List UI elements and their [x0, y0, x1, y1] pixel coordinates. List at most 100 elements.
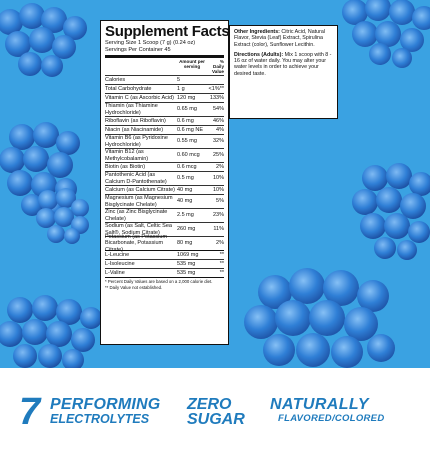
- nutrient-name: Total Carbohydrate: [105, 85, 152, 92]
- nutrient-row: Vitamin B6 (as Pyridoxine Hydrochloride)…: [105, 134, 224, 148]
- nutrient-daily-value: 11%: [213, 226, 224, 233]
- nutrient-row: Total Carbohydrate 1 g <1%**: [105, 84, 224, 93]
- nutrient-amount: 0.65 mg: [177, 106, 197, 113]
- nutrient-row: Zinc (as Zinc Bisglycinate Chelate) 2.5 m…: [105, 208, 224, 222]
- nutrient-daily-value: 4%: [216, 126, 224, 133]
- header-daily-value: % Daily Value: [211, 59, 224, 74]
- ingredients-panel: Other Ingredients: Citric Acid, Natural …: [229, 25, 338, 119]
- nutrient-amount: 0.6 mcg: [177, 163, 197, 170]
- nutrient-amount: 535 mg: [177, 260, 196, 267]
- nutrient-name: Vitamin B12 (as Methylcobalamin): [105, 149, 149, 162]
- facts-divider-thick: [105, 55, 224, 58]
- nutrient-amount: 0.6 mg NE: [177, 126, 203, 133]
- nutrient-name: Pantothenic Acid (as Calcium D-Pantothen…: [105, 172, 167, 185]
- nutrient-name: Magnesium (as Magnesium Bisglycinate Che…: [105, 195, 173, 208]
- serving-size: Serving Size 1 Scoop (7 g) (0.24 oz): [105, 40, 196, 46]
- nutrient-daily-value: 10%: [212, 175, 224, 182]
- facts-footnotes: * Percent Daily Values are based on a 2,…: [105, 277, 224, 291]
- nutrient-daily-value: 2%: [216, 163, 224, 170]
- nutrient-row: L-Leucine 1069 mg **: [105, 250, 224, 259]
- facts-title: Supplement Facts: [105, 23, 230, 40]
- nutrient-name: Calories: [105, 76, 126, 83]
- other-ingredients-text: Citric Acid, Natural Flavor, Stevia (Lea…: [234, 29, 325, 48]
- directions-label: Directions (Adults):: [234, 51, 284, 58]
- nutrient-row: Calories 5: [105, 75, 224, 84]
- nutrient-name: Zinc (as Zinc Bisglycinate Chelate): [105, 209, 168, 222]
- naturally-line-2: FLAVORED/COLORED: [278, 413, 385, 424]
- nutrient-amount: 40 mg: [177, 186, 193, 193]
- raspberry-top-right: [342, 0, 430, 68]
- features-banner: [0, 368, 430, 451]
- nutrient-daily-value: **: [219, 251, 224, 258]
- directions-text: Mix 1 scoop with 8 - 16 oz of water dail…: [234, 51, 332, 77]
- facts-header-row: Amount per serving % Daily Value: [105, 58, 224, 75]
- product-hero-background: Supplement Facts Serving Size 1 Scoop (7…: [0, 0, 430, 368]
- nutrient-daily-value: <1%**: [208, 85, 224, 92]
- nutrient-name: L-Isoleucine: [105, 260, 135, 267]
- nutrient-daily-value: 23%: [212, 212, 224, 219]
- nutrient-daily-value: 10%: [212, 186, 224, 193]
- electrolytes-line-2: ELECTROLYTES: [50, 412, 150, 426]
- raspberry-bottom-left: [0, 295, 102, 368]
- nutrient-name: Thiamin (as Thiamine Hydrochloride): [105, 103, 158, 116]
- nutrient-amount: 120 mg: [177, 94, 196, 101]
- raspberry-large-bottom-right: [244, 268, 395, 368]
- raspberry-center-left: [36, 188, 89, 244]
- nutrient-name: L-Valine: [105, 269, 125, 276]
- nutrient-name: Vitamin C (as Ascorbic Acid): [105, 94, 174, 101]
- nutrient-daily-value: **: [219, 260, 224, 267]
- nutrient-row: Niacin (as Niacinamide) 0.6 mg NE 4%: [105, 125, 224, 134]
- naturally-line-1: NATURALLY: [270, 396, 369, 413]
- raspberry-right-middle: [352, 163, 430, 260]
- nutrient-name: Niacin (as Niacinamide): [105, 126, 164, 133]
- nutrient-amount: 5: [177, 76, 181, 83]
- nutrient-name: Potassium (as Potassium Bicarbonate, Pot…: [105, 233, 168, 253]
- nutrient-row: Riboflavin (as Riboflavin) 0.6 mg 46%: [105, 116, 224, 125]
- nutrient-name: Biotin (as Biotin): [105, 163, 146, 170]
- nutrient-row: L-Isoleucine 535 mg **: [105, 259, 224, 268]
- other-ingredients: Other Ingredients: Citric Acid, Natural …: [234, 29, 333, 48]
- servings-per-container: Servings Per Container 45: [105, 47, 171, 53]
- nutrient-amount: 80 mg: [177, 240, 193, 247]
- nutrient-row: Vitamin B12 (as Methylcobalamin) 0.60 mcg…: [105, 148, 224, 162]
- nutrient-amount: 0.6 mg: [177, 117, 194, 124]
- electrolytes-number: 7: [19, 391, 41, 433]
- nutrient-daily-value: 54%: [212, 106, 224, 113]
- nutrient-amount: 0.5 mg: [177, 175, 194, 182]
- nutrient-amount: 1069 mg: [177, 251, 199, 258]
- nutrient-name: Vitamin B6 (as Pyridoxine Hydrochloride): [105, 135, 168, 148]
- nutrient-amount: 535 mg: [177, 269, 196, 276]
- nutrient-row: Thiamin (as Thiamine Hydrochloride) 0.65 …: [105, 102, 224, 116]
- header-amount: Amount per serving: [179, 59, 205, 69]
- facts-rows: Calories 5 Total Carbohydrate 1 g <1%** Vitam…: [105, 75, 224, 277]
- nutrient-daily-value: 2%: [216, 240, 224, 247]
- nutrient-daily-value: 133%: [209, 94, 224, 101]
- nutrient-row: Potassium (as Potassium Bicarbonate, Pot…: [105, 233, 224, 253]
- nutrient-amount: 0.55 mg: [177, 138, 197, 145]
- electrolytes-line-1: PERFORMING: [50, 396, 161, 413]
- other-ingredients-label: Other Ingredients:: [234, 29, 280, 35]
- nutrient-row: Vitamin C (as Ascorbic Acid) 120 mg 133%: [105, 93, 224, 102]
- directions: Directions (Adults): Mix 1 scoop with 8 …: [234, 52, 333, 77]
- nutrient-amount: 40 mg: [177, 198, 193, 205]
- nutrient-daily-value: 46%: [212, 117, 224, 124]
- footnote-not-established: ** Daily Value not established.: [105, 285, 163, 290]
- zero-sugar-line-2: SUGAR: [187, 411, 245, 428]
- nutrient-name: Sodium (as Salt, Celtic Sea Salt®, Sodiu…: [105, 223, 172, 236]
- footnote-daily-values: * Percent Daily Values are based on a 2,…: [105, 279, 213, 284]
- nutrient-daily-value: 32%: [212, 138, 224, 145]
- nutrient-row: Biotin (as Biotin) 0.6 mcg 2%: [105, 162, 224, 171]
- zero-sugar-line-1: ZERO: [187, 396, 232, 413]
- nutrient-row: Sodium (as Salt, Celtic Sea Salt®, Sodiu…: [105, 222, 224, 236]
- nutrient-amount: 260 mg: [177, 226, 196, 233]
- nutrient-amount: 1 g: [177, 85, 185, 92]
- nutrient-name: Riboflavin (as Riboflavin): [105, 117, 166, 124]
- nutrient-row: L-Valine 535 mg **: [105, 268, 224, 277]
- nutrient-name: Calcium (as Calcium Citrate): [105, 186, 175, 193]
- nutrient-name: L-Leucine: [105, 251, 130, 258]
- supplement-facts-panel: Supplement Facts Serving Size 1 Scoop (7…: [100, 20, 230, 345]
- nutrient-daily-value: **: [219, 269, 224, 276]
- nutrient-daily-value: 5%: [216, 198, 224, 205]
- nutrient-row: Magnesium (as Magnesium Bisglycinate Che…: [105, 194, 224, 208]
- nutrient-amount: 2.5 mg: [177, 212, 194, 219]
